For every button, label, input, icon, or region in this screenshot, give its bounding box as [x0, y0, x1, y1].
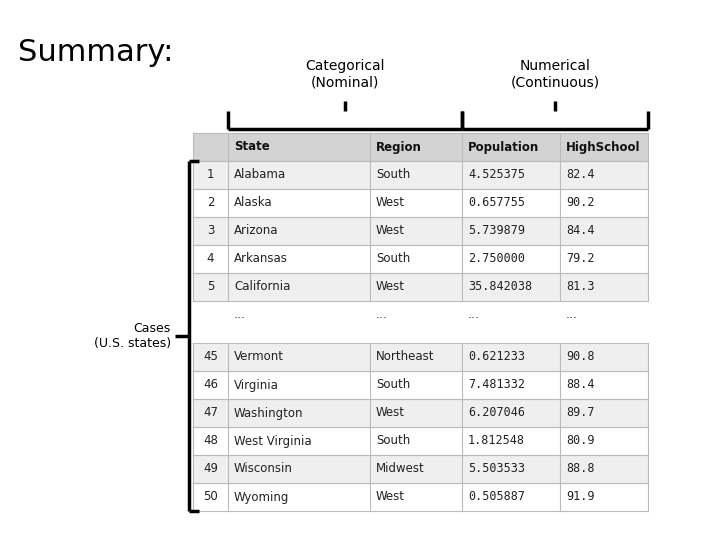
Bar	[193, 483, 648, 511]
Text: Wyoming: Wyoming	[234, 490, 289, 503]
Text: 79.2: 79.2	[566, 253, 595, 266]
Text: 3: 3	[207, 225, 214, 238]
Text: 45: 45	[203, 350, 218, 363]
Text: 50: 50	[203, 490, 218, 503]
Text: Vermont: Vermont	[234, 350, 284, 363]
Text: 5.739879: 5.739879	[468, 225, 525, 238]
Bar	[193, 133, 648, 161]
Bar	[193, 189, 648, 217]
Bar	[193, 217, 648, 245]
Bar	[193, 245, 648, 273]
Text: West: West	[376, 197, 405, 210]
Text: 7.481332: 7.481332	[468, 379, 525, 392]
Text: 2.750000: 2.750000	[468, 253, 525, 266]
Text: South: South	[376, 253, 410, 266]
Text: 84.4: 84.4	[566, 225, 595, 238]
Text: 0.621233: 0.621233	[468, 350, 525, 363]
Text: Population: Population	[468, 140, 539, 153]
Text: 91.9: 91.9	[566, 490, 595, 503]
Text: 48: 48	[203, 435, 218, 448]
Text: California: California	[234, 280, 290, 294]
Text: 49: 49	[203, 462, 218, 476]
Bar	[193, 399, 648, 427]
Text: 90.8: 90.8	[566, 350, 595, 363]
Text: 46: 46	[203, 379, 218, 392]
Text: Wisconsin: Wisconsin	[234, 462, 293, 476]
Text: 5: 5	[207, 280, 214, 294]
Text: 1.812548: 1.812548	[468, 435, 525, 448]
Text: 88.4: 88.4	[566, 379, 595, 392]
Text: South: South	[376, 435, 410, 448]
Text: 89.7: 89.7	[566, 407, 595, 420]
Text: Virginia: Virginia	[234, 379, 279, 392]
Bar	[193, 371, 648, 399]
Text: 35.842038: 35.842038	[468, 280, 532, 294]
Text: 4: 4	[207, 253, 215, 266]
Text: West: West	[376, 490, 405, 503]
Text: 1: 1	[207, 168, 215, 181]
Text: ...: ...	[376, 308, 388, 321]
Text: 0.505887: 0.505887	[468, 490, 525, 503]
Text: Midwest: Midwest	[376, 462, 425, 476]
Text: Alaska: Alaska	[234, 197, 273, 210]
Text: 88.8: 88.8	[566, 462, 595, 476]
Bar	[193, 455, 648, 483]
Text: State: State	[234, 140, 270, 153]
Text: 6.207046: 6.207046	[468, 407, 525, 420]
Text: 90.2: 90.2	[566, 197, 595, 210]
Text: Alabama: Alabama	[234, 168, 286, 181]
Text: West Virginia: West Virginia	[234, 435, 312, 448]
Text: 81.3: 81.3	[566, 280, 595, 294]
Bar	[193, 427, 648, 455]
Text: HighSchool: HighSchool	[566, 140, 641, 153]
Bar	[193, 343, 648, 371]
Text: Summary:: Summary:	[18, 38, 174, 67]
Text: ...: ...	[566, 308, 578, 321]
Text: Northeast: Northeast	[376, 350, 434, 363]
Text: 47: 47	[203, 407, 218, 420]
Text: 5.503533: 5.503533	[468, 462, 525, 476]
Text: 80.9: 80.9	[566, 435, 595, 448]
Text: Washington: Washington	[234, 407, 304, 420]
Text: Categorical
(Nominal): Categorical (Nominal)	[305, 59, 384, 89]
Text: West: West	[376, 407, 405, 420]
Text: 82.4: 82.4	[566, 168, 595, 181]
Bar	[193, 273, 648, 301]
Text: 4.525375: 4.525375	[468, 168, 525, 181]
Bar	[193, 161, 648, 189]
Text: Arkansas: Arkansas	[234, 253, 288, 266]
Text: South: South	[376, 379, 410, 392]
Text: Numerical
(Continuous): Numerical (Continuous)	[510, 59, 600, 89]
Text: South: South	[376, 168, 410, 181]
Text: West: West	[376, 280, 405, 294]
Text: Cases
(U.S. states): Cases (U.S. states)	[94, 322, 171, 350]
Text: 2: 2	[207, 197, 215, 210]
Text: West: West	[376, 225, 405, 238]
Text: ...: ...	[234, 308, 246, 321]
Text: Region: Region	[376, 140, 422, 153]
Text: Arizona: Arizona	[234, 225, 279, 238]
Text: 0.657755: 0.657755	[468, 197, 525, 210]
Text: ...: ...	[468, 308, 480, 321]
